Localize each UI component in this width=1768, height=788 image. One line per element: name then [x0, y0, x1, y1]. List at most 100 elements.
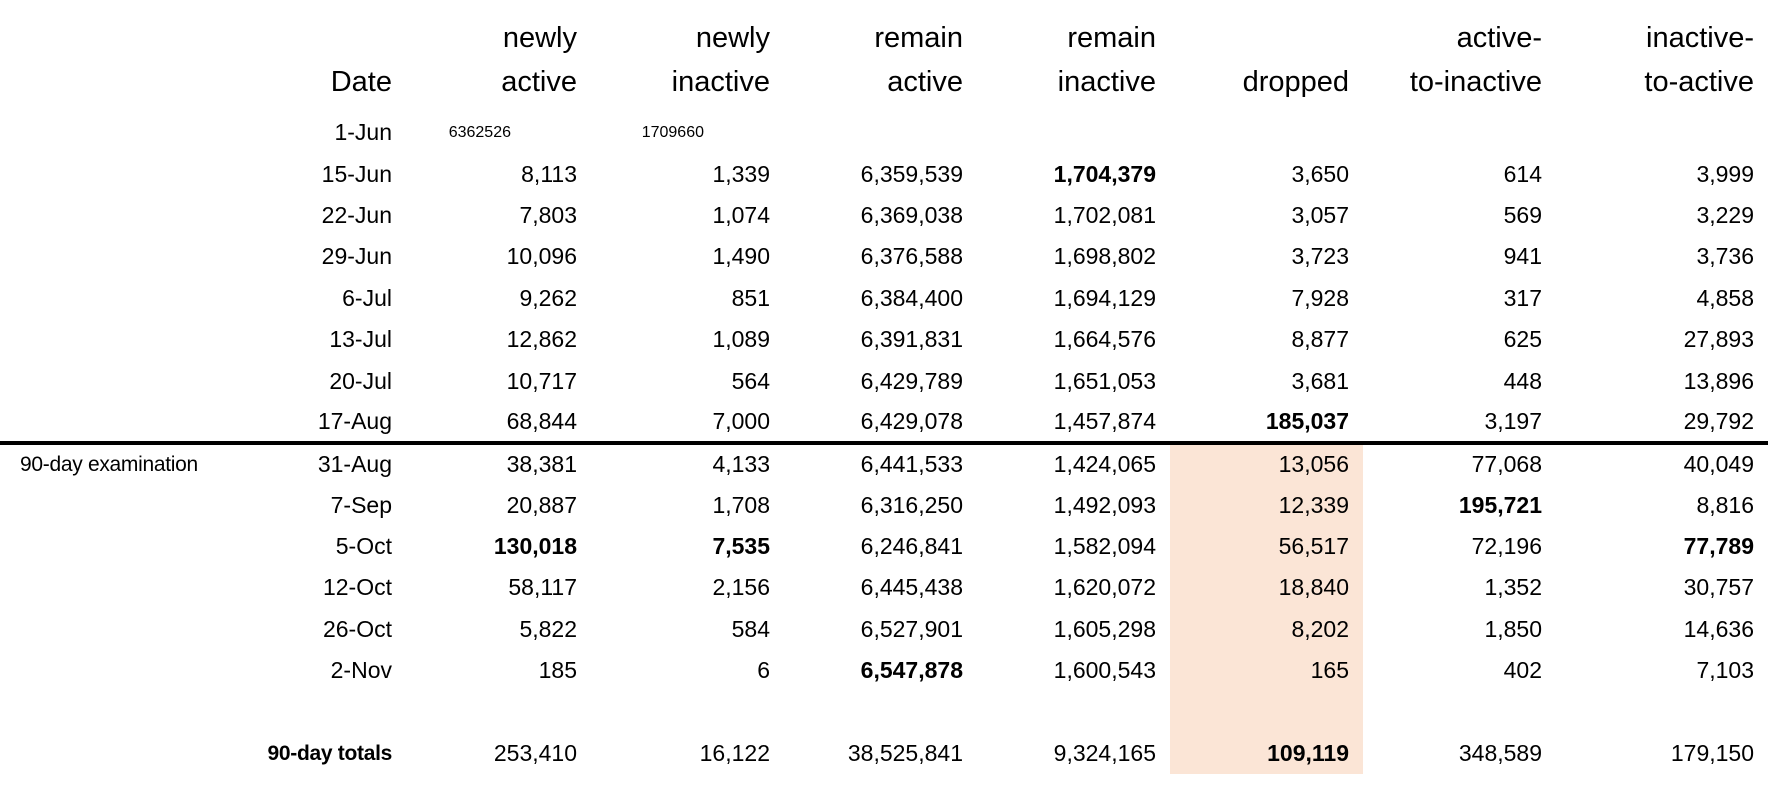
cell-remain-active[interactable] — [784, 112, 977, 153]
date-cell[interactable]: 29-Jun — [321, 243, 392, 270]
cell-newly-active[interactable]: 38,381 — [506, 451, 577, 478]
cell-active-to-inactive[interactable]: 625 — [1503, 326, 1542, 353]
cell-active-to-inactive[interactable]: 72,196 — [1471, 533, 1542, 560]
cell-newly-inactive[interactable]: 1,339 — [712, 160, 770, 187]
cell-remain-active[interactable]: 6,376,588 — [860, 243, 963, 270]
cell-remain-active[interactable]: 6,445,438 — [860, 574, 963, 601]
cell-remain-inactive[interactable]: 1,694,129 — [1053, 284, 1156, 311]
cell-dropped[interactable]: 3,681 — [1291, 367, 1349, 394]
cell-dropped[interactable]: 12,339 — [1170, 484, 1363, 526]
cell-newly-active[interactable] — [398, 691, 591, 732]
cell-inactive-to-active[interactable]: 7,103 — [1696, 657, 1754, 684]
cell-newly-inactive[interactable]: 584 — [731, 615, 770, 642]
cell-inactive-to-active[interactable]: 27,893 — [1683, 326, 1754, 353]
cell-newly-inactive[interactable]: 1,089 — [712, 326, 770, 353]
cell-remain-inactive[interactable]: 1,582,094 — [1053, 533, 1156, 560]
cell-newly-inactive[interactable]: 2,156 — [712, 574, 770, 601]
column-header-newly-inactive[interactable]: newly inactive — [591, 0, 784, 112]
cell-remain-active[interactable]: 38,525,841 — [847, 740, 963, 767]
column-header-active-to-inactive[interactable]: active- to-inactive — [1363, 0, 1556, 112]
cell-remain-active[interactable]: 6,246,841 — [860, 533, 963, 560]
cell-inactive-to-active[interactable]: 3,229 — [1696, 201, 1754, 228]
cell-inactive-to-active[interactable]: 40,049 — [1683, 451, 1754, 478]
date-cell[interactable]: 7-Sep — [330, 491, 392, 518]
cell-active-to-inactive[interactable]: 569 — [1503, 201, 1542, 228]
cell-newly-active[interactable]: 5,822 — [519, 615, 577, 642]
cell-newly-active[interactable]: 253,410 — [493, 740, 577, 767]
cell-dropped[interactable]: 109,119 — [1170, 732, 1363, 775]
cell-newly-active[interactable]: 12,862 — [506, 326, 577, 353]
cell-dropped[interactable]: 3,057 — [1291, 201, 1349, 228]
cell-dropped[interactable]: 3,723 — [1291, 243, 1349, 270]
cell-newly-active[interactable]: 10,096 — [506, 243, 577, 270]
cell-remain-active[interactable]: 6,527,901 — [860, 615, 963, 642]
cell-remain-active[interactable]: 6,441,533 — [860, 451, 963, 478]
date-cell[interactable]: 26-Oct — [322, 615, 392, 642]
cell-remain-inactive[interactable] — [977, 691, 1170, 732]
cell-remain-inactive[interactable]: 1,600,543 — [1053, 657, 1156, 684]
date-cell[interactable]: 6-Jul — [342, 284, 392, 311]
cell-newly-inactive[interactable]: 4,133 — [712, 451, 770, 478]
date-cell[interactable]: 20-Jul — [329, 367, 392, 394]
cell-remain-active[interactable]: 6,547,878 — [860, 657, 963, 684]
cell-active-to-inactive[interactable]: 77,068 — [1471, 451, 1542, 478]
cell-remain-inactive[interactable] — [977, 112, 1170, 153]
cell-newly-active[interactable]: 58,117 — [508, 574, 577, 601]
cell-newly-inactive[interactable]: 851 — [731, 284, 770, 311]
cell-remain-inactive[interactable]: 1,651,053 — [1053, 367, 1156, 394]
date-cell[interactable]: 5-Oct — [335, 533, 392, 560]
cell-remain-inactive[interactable]: 1,492,093 — [1053, 491, 1156, 518]
cell-remain-active[interactable] — [784, 691, 977, 732]
cell-inactive-to-active[interactable]: 179,150 — [1670, 740, 1754, 767]
cell-newly-inactive[interactable]: 564 — [731, 367, 770, 394]
cell-active-to-inactive[interactable]: 941 — [1503, 243, 1542, 270]
cell-remain-inactive[interactable]: 9,324,165 — [1053, 740, 1156, 767]
column-header-date[interactable]: Date — [240, 0, 398, 112]
cell-active-to-inactive[interactable]: 448 — [1503, 367, 1542, 394]
cell-active-to-inactive[interactable]: 614 — [1503, 160, 1542, 187]
cell-remain-inactive[interactable]: 1,424,065 — [1053, 451, 1156, 478]
column-header-dropped[interactable]: dropped — [1170, 0, 1363, 112]
cell-dropped[interactable]: 8,877 — [1291, 326, 1349, 353]
cell-remain-active[interactable]: 6,384,400 — [860, 284, 963, 311]
cell-active-to-inactive[interactable]: 1,352 — [1484, 574, 1542, 601]
cell-inactive-to-active[interactable]: 4,858 — [1696, 284, 1754, 311]
cell-newly-inactive[interactable]: 1709660 — [641, 123, 704, 141]
cell-newly-inactive[interactable] — [591, 691, 784, 732]
cell-newly-inactive[interactable]: 7,535 — [712, 533, 770, 560]
date-cell[interactable]: 17-Aug — [240, 401, 398, 446]
cell-inactive-to-active[interactable] — [1556, 691, 1768, 732]
cell-newly-active[interactable]: 10,717 — [506, 367, 577, 394]
cell-active-to-inactive[interactable] — [1363, 691, 1556, 732]
cell-newly-active[interactable]: 9,262 — [519, 284, 577, 311]
cell-remain-active[interactable]: 6,369,038 — [860, 201, 963, 228]
date-cell[interactable]: 13-Jul — [329, 326, 392, 353]
cell-remain-inactive[interactable]: 1,664,576 — [1053, 326, 1156, 353]
cell-active-to-inactive[interactable]: 1,850 — [1484, 615, 1542, 642]
date-cell[interactable]: 2-Nov — [330, 657, 392, 684]
cell-inactive-to-active[interactable]: 8,816 — [1696, 491, 1754, 518]
cell-active-to-inactive[interactable]: 402 — [1503, 657, 1542, 684]
cell-active-to-inactive[interactable] — [1363, 112, 1556, 153]
column-header-remain-inactive[interactable]: remain inactive — [977, 0, 1170, 112]
cell-inactive-to-active[interactable]: 13,896 — [1683, 367, 1754, 394]
column-header-inactive-to-active[interactable]: inactive- to-active — [1556, 0, 1768, 112]
totals-row-label[interactable]: 90-day totals — [267, 741, 393, 765]
cell-remain-inactive[interactable]: 1,620,072 — [1053, 574, 1156, 601]
date-cell[interactable] — [240, 691, 398, 732]
cell-inactive-to-active[interactable]: 14,636 — [1683, 615, 1754, 642]
date-cell[interactable]: 12-Oct — [322, 574, 392, 601]
cell-newly-inactive[interactable]: 1,490 — [712, 243, 770, 270]
cell-newly-inactive[interactable]: 6 — [757, 657, 770, 684]
cell-active-to-inactive[interactable]: 317 — [1503, 284, 1542, 311]
cell-inactive-to-active[interactable]: 3,736 — [1696, 243, 1754, 270]
cell-newly-active[interactable]: 68,844 — [398, 401, 591, 446]
cell-newly-active[interactable]: 185 — [538, 657, 577, 684]
cell-dropped[interactable] — [1170, 112, 1363, 153]
cell-active-to-inactive[interactable]: 3,197 — [1363, 401, 1556, 446]
cell-remain-inactive[interactable]: 1,457,874 — [977, 401, 1170, 446]
cell-remain-active[interactable]: 6,316,250 — [860, 491, 963, 518]
cell-active-to-inactive[interactable]: 195,721 — [1458, 491, 1542, 518]
cell-remain-active[interactable]: 6,391,831 — [860, 326, 963, 353]
cell-active-to-inactive[interactable]: 348,589 — [1458, 740, 1542, 767]
